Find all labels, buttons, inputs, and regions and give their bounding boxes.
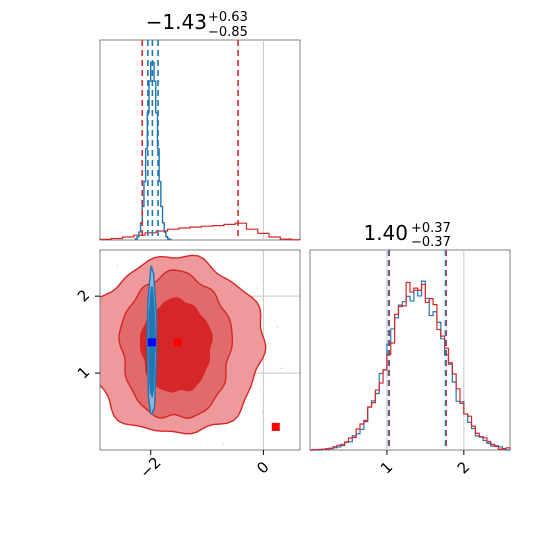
scatter-point <box>50 325 51 326</box>
contour-content <box>50 250 300 450</box>
hist-2-content <box>310 250 511 451</box>
hist-1-content <box>99 40 301 241</box>
scatter-point <box>116 264 119 267</box>
title-param-1-sub: −0.85 <box>208 25 248 40</box>
scatter-point <box>92 323 93 324</box>
scatter-point <box>82 322 83 323</box>
scatter-point <box>91 328 92 329</box>
scatter-point <box>259 389 261 392</box>
scatter-point <box>93 290 94 291</box>
hist-1-red-step <box>99 222 301 241</box>
scatter-point <box>255 375 257 377</box>
scatter-point <box>267 341 269 343</box>
title-param-2-sub: −0.37 <box>411 235 451 250</box>
y-tick-label: 1 <box>74 363 93 382</box>
scatter-point <box>66 339 67 340</box>
y-tick-label: 2 <box>74 286 93 305</box>
scatter-point <box>96 345 97 346</box>
title-param-2-main: 1.40 <box>363 221 408 245</box>
title-param-1-main: −1.43 <box>146 10 207 34</box>
x-tick-label: 2 <box>454 458 473 477</box>
title-param-1-sup: +0.63 <box>208 10 248 25</box>
contour-panel-border <box>99 249 301 451</box>
scatter-point <box>261 410 264 413</box>
hist-panel-param-2: 1.40 +0.37 −0.37 <box>309 221 511 451</box>
marker-2 <box>271 422 280 431</box>
marker-0 <box>147 338 156 347</box>
hist-1-blue-step <box>134 61 172 241</box>
x-tick-label: −2 <box>136 453 164 481</box>
marker-1 <box>173 338 182 347</box>
hist-panel-param-1: −1.43 +0.63 −0.85 <box>99 10 301 241</box>
scatter-point <box>93 325 94 326</box>
scatter-point <box>280 367 282 370</box>
x-tick-label: 0 <box>253 458 272 477</box>
hist-2-red-step <box>310 281 511 451</box>
contour-panel <box>50 249 301 451</box>
scatter-point <box>256 287 258 289</box>
scatter-point <box>276 326 279 328</box>
title-param-2-sup: +0.37 <box>411 221 451 236</box>
scatter-point <box>222 442 224 445</box>
hist-panel-1-frame <box>99 39 301 241</box>
x-tick-label: 1 <box>377 458 396 477</box>
scatter-point <box>93 315 94 316</box>
scatter-point <box>95 333 96 334</box>
hist-panel-2-frame <box>309 249 511 451</box>
